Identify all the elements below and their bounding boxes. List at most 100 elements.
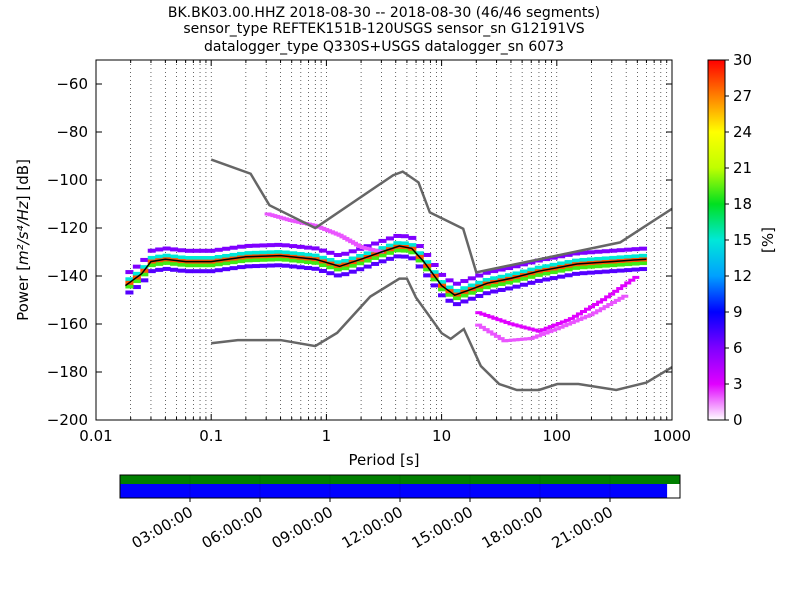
density-cell-spread-lower [259, 263, 268, 268]
density-cell-core-high [512, 271, 521, 276]
density-cell-core-high [363, 251, 372, 256]
density-cell-core-high [609, 255, 618, 260]
density-cell-core-low [289, 258, 298, 263]
colorbar-tick-label: 18 [733, 195, 752, 213]
y-tick-label: −80 [56, 123, 88, 141]
density-cell-spread-lower [467, 296, 476, 301]
density-cell-spread-lower [624, 268, 633, 273]
density-cell-core-high [318, 255, 327, 260]
density-cell-spread-lower [266, 263, 275, 268]
density-cell-core-high [140, 265, 149, 270]
density-cell-core-low [192, 263, 201, 268]
density-cell-core-high [348, 256, 357, 261]
density-cell-core-high [184, 256, 193, 260]
density-cell-spread-upper [132, 264, 141, 269]
density-cell-long-period-lower [503, 320, 511, 324]
density-cell-core-low [348, 263, 357, 268]
density-cell-core-high [311, 253, 320, 258]
density-cell-core-low [564, 267, 573, 272]
density-cell-spread-upper [140, 257, 149, 262]
density-cell-spread-upper [207, 248, 216, 253]
density-cell-long-period-lower [600, 298, 608, 302]
density-cell-long-period-lower [519, 325, 527, 329]
noise-model-nlnm [211, 277, 672, 392]
density-cell-spread-upper [229, 245, 238, 250]
density-cell-spread-upper [400, 234, 409, 239]
density-cell-spread-lower [170, 267, 179, 272]
x-tick-label: 0.01 [79, 427, 112, 445]
density-cell-long-period-lower [624, 281, 632, 285]
density-cell-core-high [385, 243, 394, 248]
density-cell-long-period-lower [620, 284, 628, 288]
density-cell-spread-upper [170, 247, 179, 252]
colorbar-tick-label: 21 [733, 159, 752, 177]
density-cell-core-high [378, 246, 387, 251]
density-cell-long-period-lower [539, 328, 547, 332]
density-cell-core-high [333, 260, 342, 265]
density-cell-spread-lower [363, 264, 372, 269]
density-cell-long-period-lower [535, 329, 543, 333]
density-cell-long-period-lower [555, 322, 563, 326]
timeline-tick-label: 21:00:00 [549, 503, 616, 552]
density-cell-long-period-lowest [610, 300, 618, 304]
timeline-tick-label: 03:00:00 [129, 503, 196, 552]
density-cell-spread-lower [482, 291, 491, 296]
density-cell-core-low [586, 264, 595, 269]
density-cell-spread-upper [237, 244, 246, 249]
density-cell-core-high [549, 262, 558, 267]
density-cell-long-period-lower [491, 316, 499, 320]
density-cell-long-period-lowest [505, 338, 513, 342]
density-cell-spread-upper [289, 244, 298, 249]
density-cell-core-high [423, 260, 432, 265]
colorbar-tick-label: 24 [733, 123, 752, 141]
density-cell-spread-upper [408, 235, 417, 240]
colorbar-label: [%] [759, 227, 777, 253]
density-cell-spread-lower [311, 266, 320, 271]
density-cell-spread-upper [609, 248, 618, 253]
density-cell-long-period-lowest [550, 328, 558, 332]
density-cell-spread-upper [527, 260, 536, 265]
density-cell-core-high [542, 264, 551, 269]
density-cell-spread-upper [549, 255, 558, 260]
density-cell-low-period-outliers [339, 235, 347, 239]
density-cell-spread-lower [281, 263, 290, 268]
density-cell-core-low [132, 279, 141, 284]
x-tick-label: 100 [542, 427, 571, 445]
density-cell-long-period-lowest [572, 319, 580, 323]
colorbar-tick-label: 9 [733, 303, 743, 321]
density-cell-spread-lower [445, 298, 454, 303]
density-cell-low-period-outliers [342, 236, 350, 240]
density-cell-long-period-lower [567, 317, 575, 321]
density-cell-spread-lower [631, 267, 640, 272]
density-cell-spread-lower [318, 268, 327, 273]
density-cell-long-period-lowest [553, 327, 561, 331]
density-cell-long-period-lowest [538, 332, 546, 336]
density-cell-core-low [371, 255, 380, 260]
density-cell-long-period-lower [596, 300, 604, 304]
density-cell-spread-upper [572, 251, 581, 256]
density-cell-spread-upper [147, 248, 156, 253]
density-cell-core-low [296, 259, 305, 264]
density-cell-spread-upper [162, 246, 171, 251]
density-cell-spread-lower [289, 264, 298, 269]
density-cell-core-high [638, 253, 648, 258]
density-cell-long-period-lower [583, 307, 591, 311]
density-cell-long-period-lower [628, 278, 636, 282]
density-cell-core-high [132, 271, 141, 276]
density-cell-long-period-lowest [497, 337, 505, 341]
density-cell-spread-upper [631, 247, 640, 252]
density-cell-core-high [162, 253, 171, 258]
gap-overlap-bar [120, 484, 668, 498]
density-cell-spread-upper [259, 243, 268, 248]
density-cell-spread-upper [475, 273, 484, 278]
density-cell-core-low [616, 262, 625, 267]
density-cell-long-period-lowest [512, 338, 520, 342]
density-cell-core-low [467, 290, 476, 295]
density-cell-spread-upper [497, 267, 506, 272]
density-cell-spread-lower [400, 254, 409, 259]
density-cell-long-period-lower [499, 319, 507, 323]
density-cell-core-high [229, 252, 238, 257]
density-cell-core-low [475, 287, 484, 292]
density-cell-long-period-lowest [583, 314, 591, 318]
density-cell-spread-upper [512, 264, 521, 269]
